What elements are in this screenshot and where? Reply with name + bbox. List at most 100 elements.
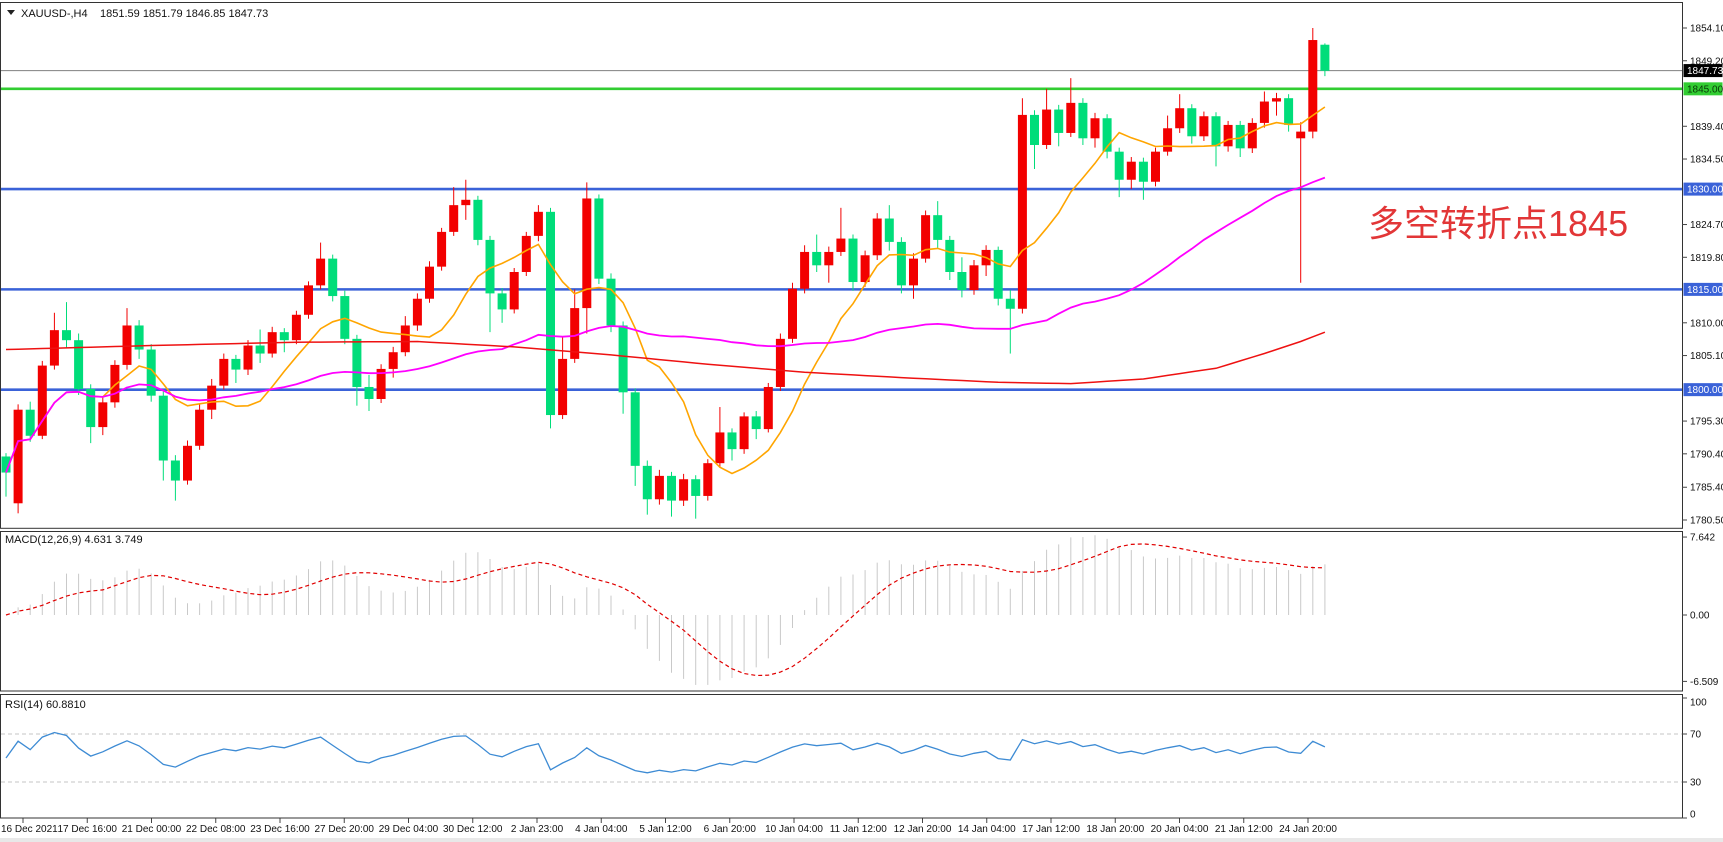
candle bbox=[788, 288, 797, 339]
time-label: 10 Jan 04:00 bbox=[765, 824, 823, 835]
candle bbox=[1030, 114, 1039, 145]
candle bbox=[195, 409, 205, 446]
candle bbox=[13, 409, 23, 504]
panel-border-0 bbox=[0, 2, 1683, 529]
candle bbox=[98, 402, 108, 428]
candle bbox=[110, 364, 120, 403]
candle bbox=[703, 463, 713, 496]
price-tick-label: 1790.40 bbox=[1690, 449, 1723, 460]
price-tick-label: 1810.00 bbox=[1690, 318, 1723, 329]
price-tick-label: 1805.10 bbox=[1690, 351, 1723, 362]
rsi-axis-label: 30 bbox=[1690, 778, 1702, 789]
candle bbox=[884, 218, 894, 242]
symbol-dropdown-icon[interactable] bbox=[7, 10, 15, 15]
candle bbox=[1005, 298, 1015, 309]
price-badge-label: 1815.00 bbox=[1687, 285, 1723, 296]
candle bbox=[667, 475, 676, 501]
candle bbox=[1272, 98, 1281, 102]
candle bbox=[158, 395, 168, 461]
candle bbox=[37, 365, 47, 436]
candle bbox=[122, 325, 132, 365]
candle bbox=[62, 330, 71, 341]
candle bbox=[364, 386, 374, 400]
candle bbox=[594, 198, 604, 279]
candle bbox=[388, 352, 398, 369]
candle bbox=[739, 416, 749, 450]
candle bbox=[1, 456, 11, 473]
price-tick-label: 1839.40 bbox=[1690, 122, 1723, 133]
candle bbox=[570, 308, 580, 359]
candle bbox=[1175, 108, 1185, 129]
candle bbox=[473, 199, 483, 240]
candle bbox=[800, 251, 810, 289]
time-axis[interactable]: 16 Dec 2021 17 Dec 16:00 21 Dec 00:00 22 De… bbox=[1, 818, 1337, 836]
time-label: 29 Dec 04:00 bbox=[379, 824, 439, 835]
bottom-window-edge bbox=[0, 838, 1723, 842]
candle bbox=[860, 255, 870, 283]
rsi-line[interactable] bbox=[5, 731, 1326, 774]
candle bbox=[255, 345, 265, 354]
time-label: 24 Jan 20:00 bbox=[1279, 824, 1337, 835]
macd-indicator-label: MACD(12,26,9) 4.631 3.749 bbox=[5, 534, 143, 546]
ma-mid-magenta[interactable] bbox=[5, 176, 1326, 473]
candle bbox=[751, 416, 761, 430]
candle bbox=[558, 358, 568, 416]
time-label: 14 Jan 04:00 bbox=[958, 824, 1016, 835]
candle bbox=[933, 215, 943, 240]
candle bbox=[497, 293, 507, 310]
candle bbox=[231, 358, 241, 370]
candle bbox=[654, 475, 664, 500]
rsi-panel[interactable]: 100 70 30 0 bbox=[1, 697, 1707, 821]
candle bbox=[304, 285, 313, 315]
candle bbox=[812, 251, 822, 266]
main-price-panel[interactable] bbox=[1, 28, 1682, 519]
candle bbox=[727, 432, 737, 450]
time-label: 11 Jan 12:00 bbox=[830, 824, 888, 835]
macd-panel[interactable]: 7.642 0.00 -6.509 bbox=[5, 533, 1719, 688]
price-tick-label: 1819.80 bbox=[1690, 253, 1723, 264]
price-badge bbox=[1683, 282, 1723, 296]
macd-axis-label: 0.00 bbox=[1690, 611, 1710, 622]
candle bbox=[352, 338, 362, 387]
candle bbox=[969, 265, 979, 291]
candle bbox=[243, 345, 253, 370]
price-tick-label: 1849.20 bbox=[1690, 56, 1723, 67]
candle bbox=[1235, 124, 1245, 149]
candle bbox=[509, 271, 519, 310]
time-label: 23 Dec 16:00 bbox=[250, 824, 310, 835]
rsi-indicator-label: RSI(14) 60.8810 bbox=[5, 699, 86, 711]
candle bbox=[1308, 40, 1318, 132]
candle bbox=[437, 231, 447, 267]
price-tick-label: 1854.10 bbox=[1690, 24, 1723, 35]
rsi-axis-label: 0 bbox=[1690, 810, 1696, 821]
candle bbox=[1259, 101, 1269, 123]
candle bbox=[763, 386, 773, 430]
price-axis[interactable]: 1854.10 1849.20 1839.40 1834.50 1824.70 1819.… bbox=[1682, 24, 1723, 527]
candle bbox=[1284, 98, 1294, 125]
price-tick-label: 1785.40 bbox=[1690, 483, 1723, 494]
candle bbox=[1066, 102, 1076, 133]
price-tick-label: 1834.50 bbox=[1690, 155, 1723, 166]
ohlc-values-label: 1851.59 1851.79 1846.85 1847.73 bbox=[100, 8, 268, 20]
ma-fast-orange[interactable] bbox=[5, 106, 1326, 475]
candle bbox=[461, 199, 471, 206]
time-label: 20 Jan 04:00 bbox=[1151, 824, 1209, 835]
price-badge bbox=[1683, 182, 1723, 196]
macd-signal-line[interactable] bbox=[5, 543, 1325, 677]
candle bbox=[376, 368, 386, 400]
ma-slow-red[interactable] bbox=[5, 331, 1326, 385]
time-label: 21 Jan 12:00 bbox=[1215, 824, 1273, 835]
candle bbox=[412, 298, 422, 326]
time-label: 6 Jan 20:00 bbox=[704, 824, 757, 835]
candle bbox=[582, 198, 592, 309]
candle bbox=[1151, 151, 1160, 182]
price-badge-label: 1800.00 bbox=[1687, 385, 1723, 396]
candle bbox=[74, 340, 84, 389]
candle bbox=[896, 241, 906, 286]
candle bbox=[1126, 161, 1136, 180]
rsi-axis-label: 100 bbox=[1690, 698, 1707, 709]
time-label: 21 Dec 00:00 bbox=[122, 824, 182, 835]
candle bbox=[679, 479, 689, 501]
candles bbox=[1, 28, 1330, 519]
